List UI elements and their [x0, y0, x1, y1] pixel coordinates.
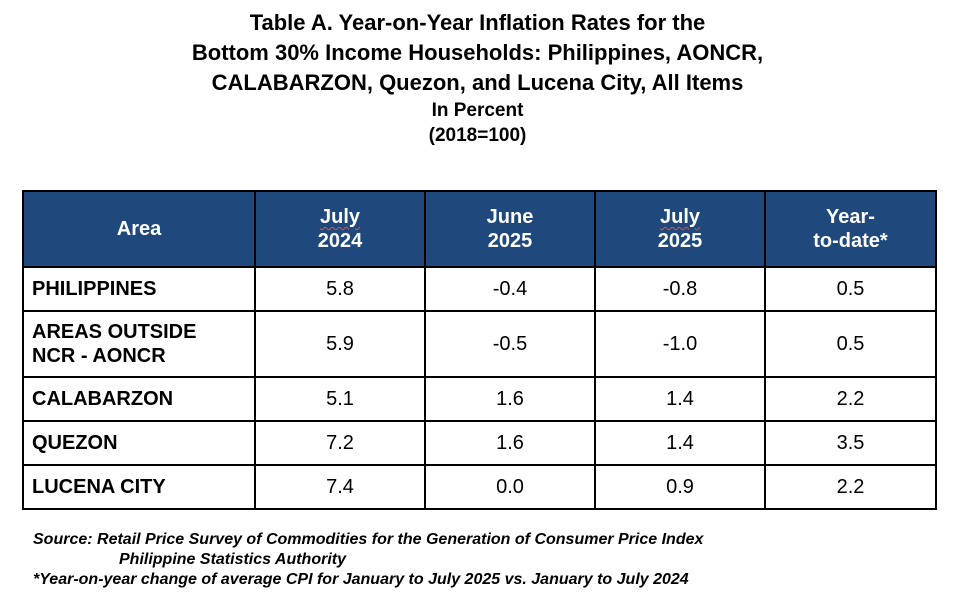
- table-row-quezon: QUEZON 7.2 1.6 1.4 3.5: [22, 420, 937, 466]
- table-row-calabarzon: CALABARZON 5.1 1.6 1.4 2.2: [22, 376, 937, 422]
- header-ytd-line-2: to-date*: [813, 230, 888, 252]
- table-title-line-1: Table A. Year-on-Year Inflation Rates fo…: [249, 10, 706, 35]
- source-note: Source: Retail Price Survey of Commoditi…: [33, 531, 704, 548]
- header-year-to-date: Year- to-date*: [764, 190, 937, 268]
- area-cell-line-2: NCR - AONCR: [32, 345, 166, 367]
- area-cell: PHILIPPINES: [22, 266, 256, 312]
- header-july-2025-year: 2025: [657, 230, 703, 252]
- value-cell: 0.5: [764, 310, 937, 378]
- value-cell: -1.0: [594, 310, 766, 378]
- footnotes: Source: Retail Price Survey of Commoditi…: [33, 530, 703, 590]
- value-cell: 2.2: [764, 464, 937, 510]
- value-cell: 1.6: [424, 420, 596, 466]
- table-row-aoncr: AREAS OUTSIDE NCR - AONCR 5.9 -0.5 -1.0 …: [22, 310, 937, 378]
- value-cell: 5.8: [254, 266, 426, 312]
- area-cell: QUEZON: [22, 420, 256, 466]
- table-row-philippines: PHILIPPINES 5.8 -0.4 -0.8 0.5: [22, 266, 937, 312]
- header-june-2025-year: 2025: [487, 230, 533, 252]
- value-cell: 1.4: [594, 376, 766, 422]
- header-july-2025-month: July: [659, 206, 701, 228]
- header-july-2024-year: 2024: [317, 230, 363, 252]
- area-cell: CALABARZON: [22, 376, 256, 422]
- value-cell: 2.2: [764, 376, 937, 422]
- header-area: Area: [22, 190, 256, 268]
- value-cell: 1.6: [424, 376, 596, 422]
- header-july-2024-month: July: [319, 206, 361, 228]
- base-year-label: (2018=100): [428, 125, 527, 146]
- table-title-block: Table A. Year-on-Year Inflation Rates fo…: [0, 8, 955, 148]
- header-ytd-line-1: Year-: [826, 206, 875, 228]
- value-cell: -0.5: [424, 310, 596, 378]
- ytd-footnote: *Year-on-year change of average CPI for …: [33, 571, 689, 588]
- header-july-2024: July 2024: [254, 190, 426, 268]
- inflation-table: Area July 2024 June 2025 July 2025 Year-…: [22, 190, 937, 510]
- value-cell: 0.9: [594, 464, 766, 510]
- source-agency: Philippine Statistics Authority: [119, 551, 346, 568]
- table-row-lucena-city: LUCENA CITY 7.4 0.0 0.9 2.2: [22, 464, 937, 510]
- value-cell: -0.8: [594, 266, 766, 312]
- table-title-line-3: CALABARZON, Quezon, and Lucena City, All…: [211, 70, 744, 95]
- value-cell: 5.9: [254, 310, 426, 378]
- header-july-2025: July 2025: [594, 190, 766, 268]
- value-cell: 7.4: [254, 464, 426, 510]
- table-title-line-2: Bottom 30% Income Households: Philippine…: [191, 40, 764, 65]
- area-cell: LUCENA CITY: [22, 464, 256, 510]
- value-cell: 7.2: [254, 420, 426, 466]
- table-header-row: Area July 2024 June 2025 July 2025 Year-…: [22, 190, 937, 268]
- value-cell: 5.1: [254, 376, 426, 422]
- area-cell-line-1: AREAS OUTSIDE: [32, 321, 197, 343]
- header-june-2025: June 2025: [424, 190, 596, 268]
- value-cell: 0.5: [764, 266, 937, 312]
- unit-label: In Percent: [431, 100, 524, 121]
- value-cell: -0.4: [424, 266, 596, 312]
- value-cell: 3.5: [764, 420, 937, 466]
- header-june-2025-month: June: [486, 206, 534, 228]
- value-cell: 0.0: [424, 464, 596, 510]
- area-cell: AREAS OUTSIDE NCR - AONCR: [22, 310, 256, 378]
- value-cell: 1.4: [594, 420, 766, 466]
